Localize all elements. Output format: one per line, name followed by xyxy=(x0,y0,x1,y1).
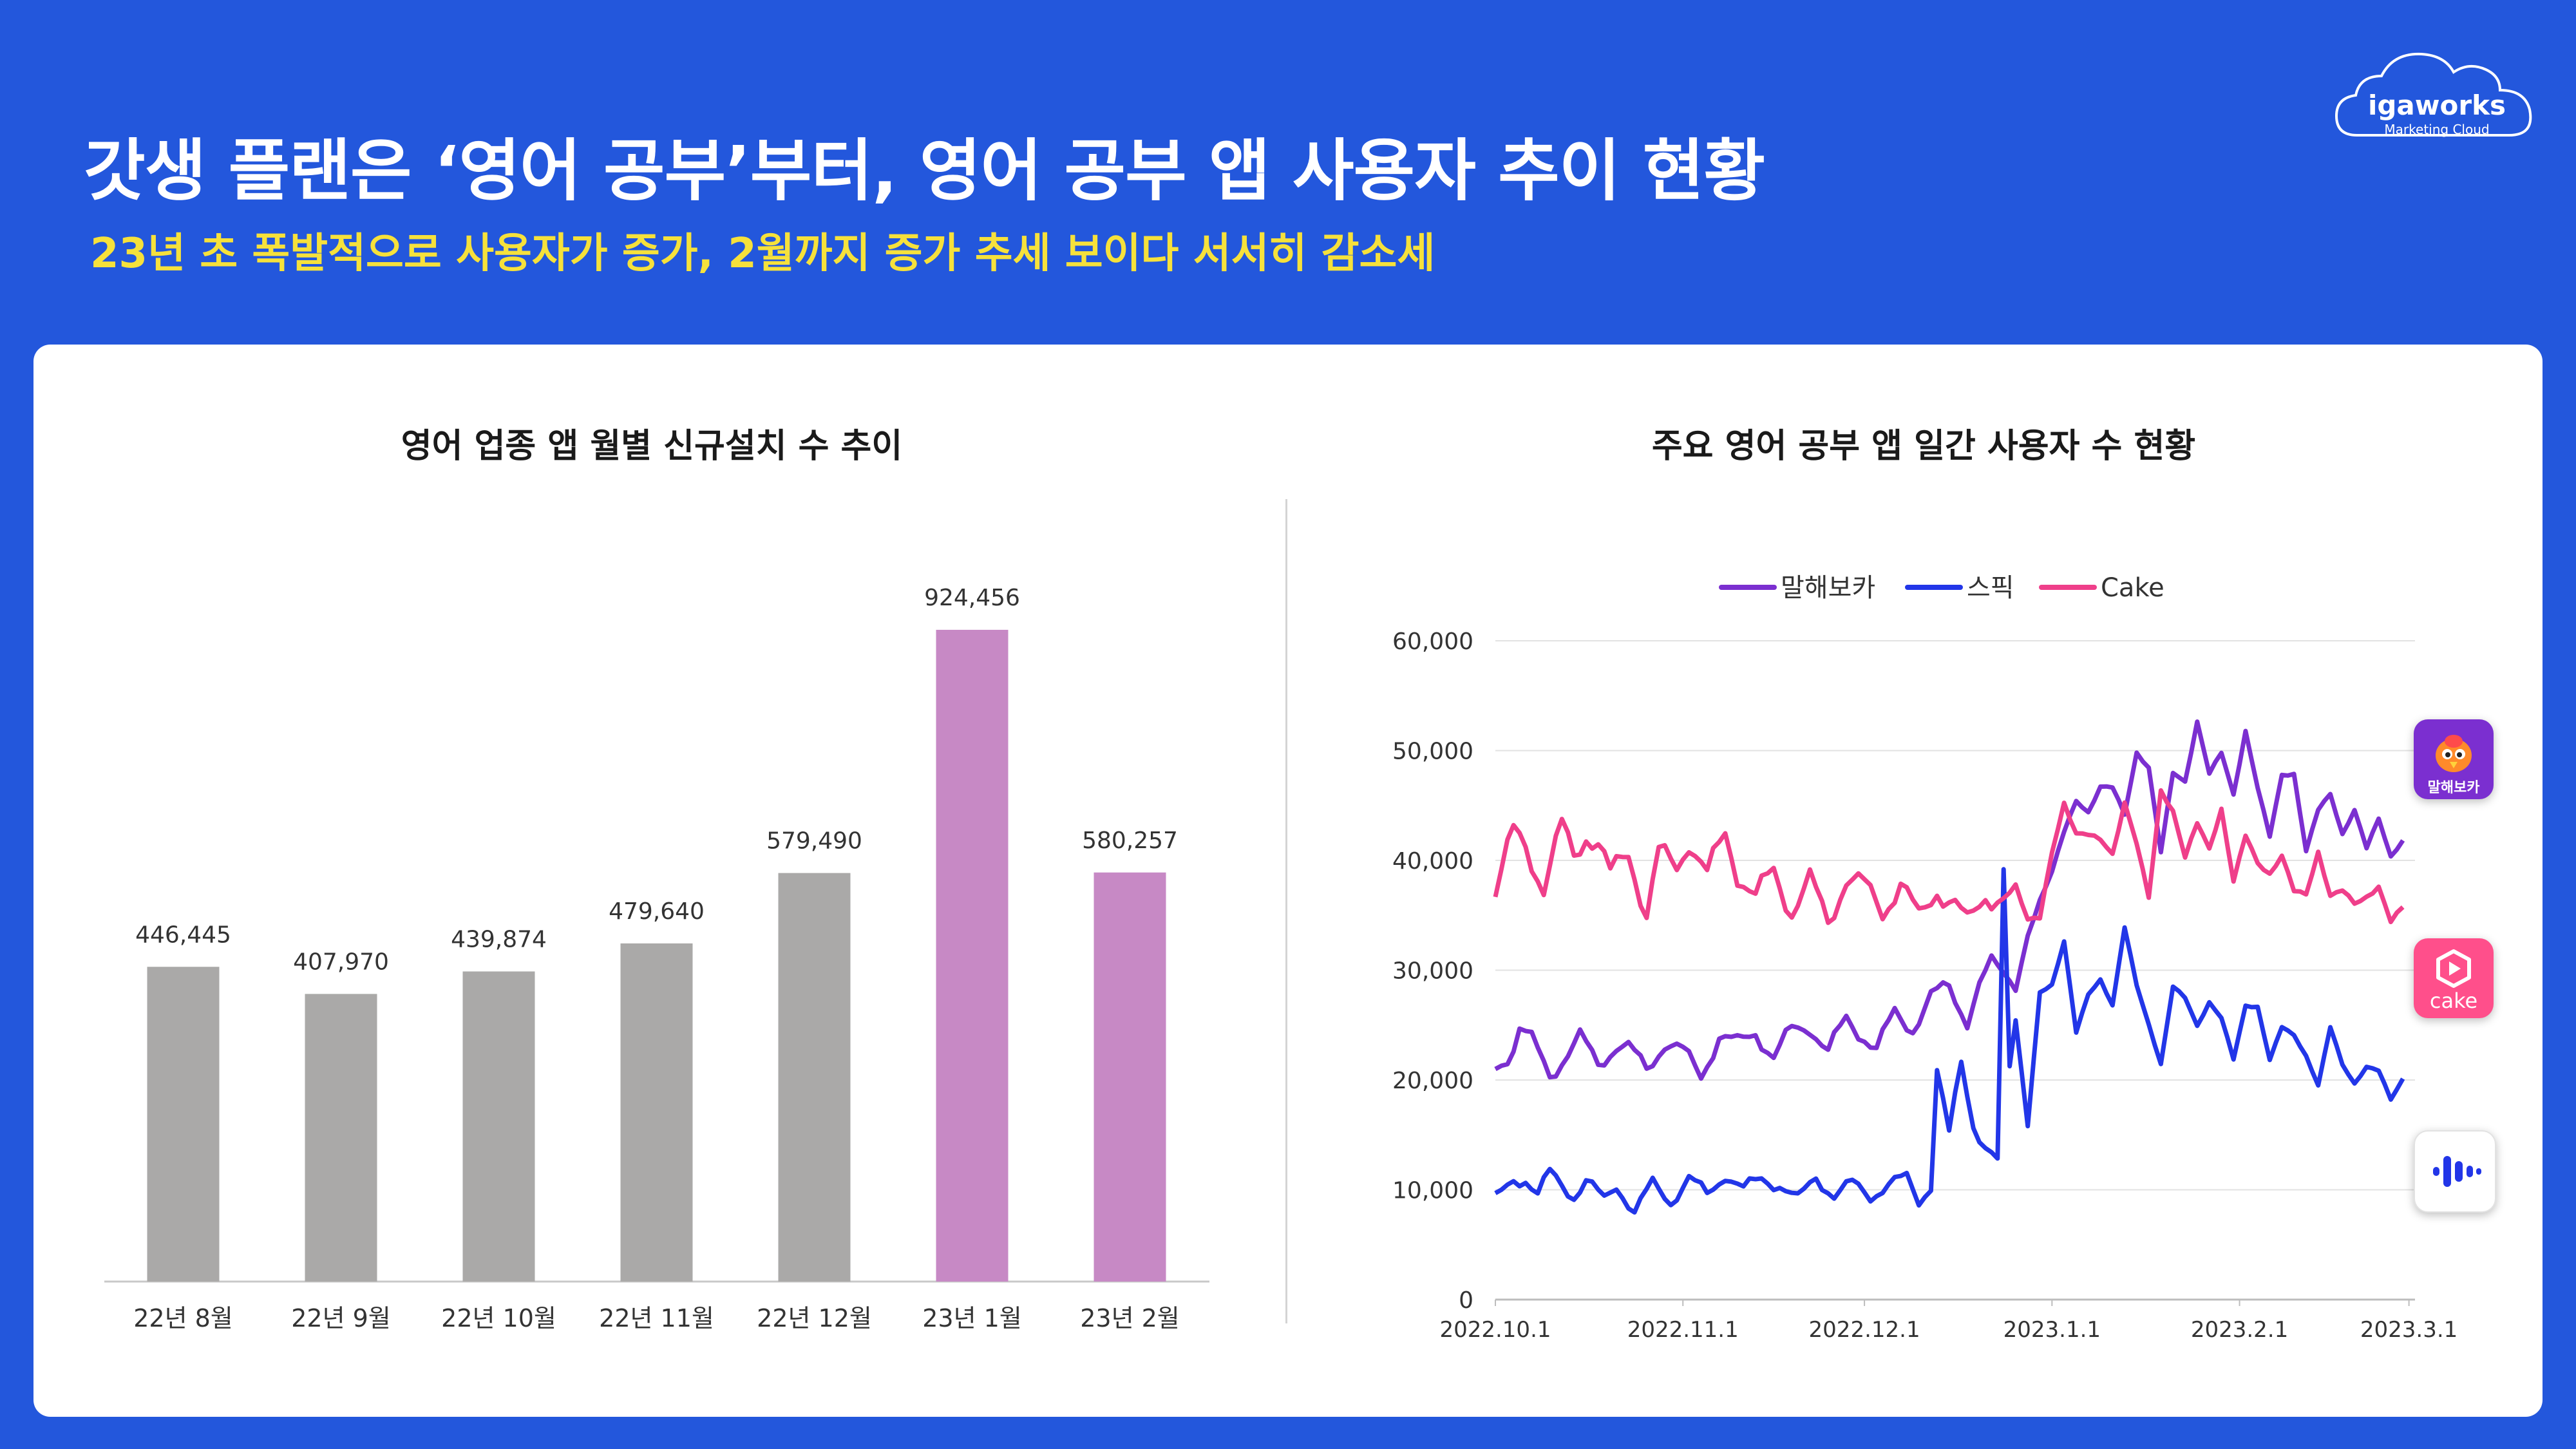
bar-value-label: 407,970 xyxy=(293,949,389,975)
cake-badge-label: cake xyxy=(2429,989,2478,1013)
line-chart: 0 10,000 20,000 30,000 40,000 50,000 60,000 202… xyxy=(1392,573,2458,1343)
x-tick-label: 2023.1.1 xyxy=(2003,1317,2101,1343)
bar-category-label: 22년 9월 xyxy=(291,1304,391,1332)
x-tick-label: 2023.3.1 xyxy=(2360,1317,2458,1343)
x-tick-label: 2022.10.1 xyxy=(1439,1317,1551,1343)
logo-tagline: Marketing Cloud xyxy=(2384,122,2489,137)
cloud-icon xyxy=(2334,52,2532,137)
malhaebo-app-badge: 말해보카 xyxy=(2414,719,2494,799)
cake-app-badge: cake xyxy=(2414,938,2494,1018)
page-title: 갓생 플랜은 ‘영어 공부’부터, 영어 공부 앱 사용자 추이 현황 xyxy=(84,131,1765,210)
bar-category-label: 22년 11월 xyxy=(599,1304,714,1332)
bar-value-label: 446,445 xyxy=(135,922,231,948)
x-tick-label: 2022.12.1 xyxy=(1809,1317,1920,1343)
x-tick-label: 2023.2.1 xyxy=(2191,1317,2288,1343)
legend-label: 스픽 xyxy=(1967,573,2014,603)
bar-5 xyxy=(778,873,851,1282)
y-tick-label: 0 xyxy=(1459,1287,1473,1314)
bar-7 xyxy=(1094,872,1166,1282)
parrot-icon xyxy=(2436,735,2472,772)
y-tick-label: 40,000 xyxy=(1392,848,1473,875)
bar-chart-title: 영어 업종 앱 월별 신규설치 수 추이 xyxy=(401,427,903,466)
bar-category-label: 22년 10월 xyxy=(441,1304,556,1332)
chart-panel: 영어 업종 앱 월별 신규설치 수 추이 주요 영어 공부 앱 일간 사용자 수… xyxy=(33,345,2543,1417)
bar-value-label: 479,640 xyxy=(609,898,705,925)
series-line-1 xyxy=(1494,719,2405,1081)
speak-app-badge xyxy=(2414,1130,2496,1213)
x-tick-label: 2022.11.1 xyxy=(1627,1317,1739,1343)
malhaebo-badge-label: 말해보카 xyxy=(2427,780,2480,796)
bar-3 xyxy=(462,971,535,1282)
series-line-2 xyxy=(1494,867,2405,1215)
page-subtitle: 23년 초 폭발적으로 사용자가 증가, 2월까지 증가 추세 보이다 서서히 … xyxy=(90,230,1435,278)
y-tick-label: 60,000 xyxy=(1392,629,1473,655)
bar-category-label: 22년 8월 xyxy=(133,1304,233,1332)
bar-category-label: 23년 2월 xyxy=(1080,1304,1180,1332)
bar-value-label: 580,257 xyxy=(1082,828,1178,854)
bar-value-label: 439,874 xyxy=(451,926,547,952)
line-chart-title: 주요 영어 공부 앱 일간 사용자 수 현황 xyxy=(1651,427,2196,466)
waveform-icon xyxy=(2433,1156,2481,1187)
y-tick-label: 20,000 xyxy=(1392,1068,1473,1094)
bar-6 xyxy=(936,629,1009,1282)
bar-category-label: 22년 12월 xyxy=(757,1304,872,1332)
y-tick-label: 50,000 xyxy=(1392,739,1473,765)
bar-value-label: 924,456 xyxy=(924,585,1020,611)
bar-value-label: 579,490 xyxy=(766,828,862,855)
bar-4 xyxy=(620,943,693,1282)
legend-label: Cake xyxy=(2101,573,2164,603)
bar-category-label: 23년 1월 xyxy=(922,1304,1022,1332)
legend-label: 말해보카 xyxy=(1781,573,1875,603)
play-hexagon-icon xyxy=(2436,949,2471,988)
logo-brand: igaworks xyxy=(2368,90,2506,121)
chart-divider xyxy=(1285,499,1287,1323)
bar-1 xyxy=(147,967,220,1282)
igaworks-logo: igaworks Marketing Cloud xyxy=(2334,52,2532,137)
bar-chart: 446,445 22년 8월 407,970 22년 9월 439,874 22년 10월… xyxy=(104,585,1209,1332)
series-line-3 xyxy=(1493,788,2405,925)
y-tick-label: 10,000 xyxy=(1392,1178,1473,1204)
y-tick-label: 30,000 xyxy=(1392,958,1473,985)
bar-2 xyxy=(305,994,377,1282)
